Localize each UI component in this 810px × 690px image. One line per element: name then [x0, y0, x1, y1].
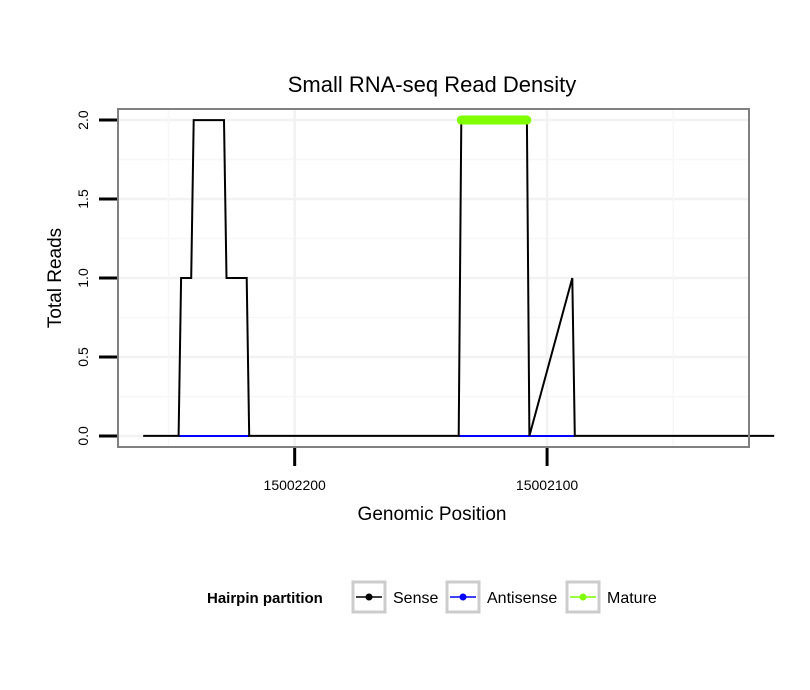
- series-sense-line: [143, 119, 775, 437]
- legend-title: Hairpin partition: [207, 590, 323, 607]
- y-tick-label: 2.0: [75, 110, 91, 130]
- y-axis: 0.0 0.5 1.0 1.5 2.0: [75, 110, 117, 446]
- grid: [118, 109, 749, 447]
- y-tick-label: 0.5: [75, 347, 91, 367]
- legend-label-mature: Mature: [607, 590, 657, 607]
- legend: Hairpin partition Sense Antisense Mature: [207, 580, 657, 614]
- plot-border: [117, 108, 750, 448]
- legend-key-mature-dot: [579, 593, 587, 601]
- legend-label-antisense: Antisense: [487, 590, 557, 607]
- y-tick-label: 1.5: [75, 189, 91, 209]
- series-sense: [143, 119, 775, 437]
- series-layer: [143, 115, 775, 437]
- x-tick-label: 15002100: [516, 477, 579, 493]
- chart-title: Small RNA-seq Read Density: [288, 72, 577, 97]
- y-axis-title: Total Reads: [45, 228, 66, 328]
- legend-key-sense-dot: [365, 593, 373, 601]
- x-axis-title: Genomic Position: [358, 504, 507, 525]
- legend-key-antisense-dot: [459, 593, 467, 601]
- x-tick-label: 15002200: [264, 477, 327, 493]
- legend-label-sense: Sense: [393, 590, 438, 607]
- y-tick-label: 0.0: [75, 426, 91, 446]
- x-axis: 15002200 15002100: [264, 448, 579, 493]
- y-tick-label: 1.0: [75, 268, 91, 288]
